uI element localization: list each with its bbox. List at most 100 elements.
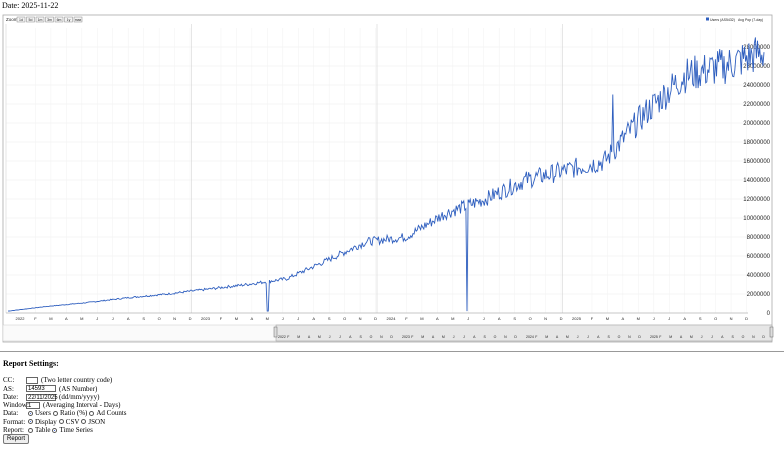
window-row: Window: 1 (Averaging Interval - Days) (3, 401, 127, 409)
as-hint: (AS Number) (59, 384, 98, 393)
zoom-button-label: 5d (29, 18, 33, 22)
format-csv-radio[interactable] (58, 419, 64, 425)
navigator-month-label: N (380, 335, 383, 339)
navigator-month-label: J (463, 335, 465, 339)
navigator-handle-left[interactable] (273, 326, 278, 338)
chart-frame (2, 14, 773, 343)
x-tick-month: M (451, 316, 454, 321)
x-tick-month: J (282, 316, 284, 321)
x-tick-month: A (251, 316, 254, 321)
legend-entry-users: Users (AS5432) (710, 18, 735, 22)
x-tick-month: M (420, 316, 423, 321)
navigator-year-label: 2024 (526, 335, 534, 339)
zoom-button-5d[interactable] (26, 16, 35, 23)
format-label: Format: (3, 417, 26, 426)
y-tick-label: 22000000 (743, 102, 770, 108)
y-tick-label: 26000000 (743, 64, 770, 70)
x-tick-month: D (374, 316, 377, 321)
navigator-month-label: N (752, 335, 755, 339)
format-display-label: Display (35, 417, 57, 426)
y-tick-label: 8000000 (747, 235, 771, 241)
settings-heading: Report Settings: (3, 359, 59, 368)
navigator-month-label: M (421, 335, 424, 339)
report-label: Report: (3, 426, 24, 435)
navigator-month-label: M (566, 335, 569, 339)
date-hint: (dd/mm/yyyy) (59, 392, 100, 401)
cc-label: CC: (3, 376, 15, 385)
navigator-month-label: J (577, 335, 579, 339)
window-input[interactable]: 1 (26, 401, 40, 409)
navigator-month-label: D (390, 335, 393, 339)
navigator-month-label: A (349, 335, 352, 339)
date-label: Date: (3, 392, 19, 401)
format-json-radio[interactable] (81, 419, 87, 425)
navigator-month-label: D (762, 335, 765, 339)
y-tick-label: 0 (767, 311, 771, 317)
y-tick-label: 16000000 (743, 159, 770, 165)
y-tick-label: 4000000 (747, 273, 771, 279)
navigator-month-label: A (597, 335, 600, 339)
navigator-year-label: 2025 (650, 335, 658, 339)
navigator-month-label: S (483, 335, 486, 339)
navigator-month-label: S (731, 335, 734, 339)
cc-input[interactable] (26, 376, 38, 384)
navigator-month-label: J (711, 335, 713, 339)
navigator-month-label: D (638, 335, 641, 339)
as-input[interactable]: 14593 (26, 385, 56, 393)
x-tick-month: F (220, 316, 223, 321)
x-tick-month: S (328, 316, 331, 321)
x-tick-month: S (699, 316, 702, 321)
x-tick-month: A (127, 316, 130, 321)
navigator-month-label: A (308, 335, 311, 339)
navigator-year-label: 2023 (402, 335, 410, 339)
y-tick-label: 18000000 (743, 140, 770, 146)
zoom-button-1m[interactable] (35, 16, 45, 23)
navigator-month-label: A (556, 335, 559, 339)
x-tick-month: D (189, 316, 192, 321)
x-tick-month: J (96, 316, 98, 321)
legend-swatch-users (706, 17, 709, 21)
y-tick-label: 10000000 (743, 216, 770, 222)
navigator-month-label: M (690, 335, 693, 339)
legend-entry-avg: Avg Pop (7-day) (738, 18, 763, 22)
navigator-month-label: J (453, 335, 455, 339)
zoom-button-label: 1d (19, 18, 23, 22)
zoom-button-3m[interactable] (45, 16, 54, 23)
navigator-month-label: M (297, 335, 300, 339)
report-table-radio[interactable] (28, 427, 33, 433)
navigator-month-label: J (329, 335, 331, 339)
navigator-year-label: 2022 (278, 335, 286, 339)
date-input[interactable]: 22/11/2025 (26, 393, 58, 401)
report-submit-button[interactable]: Report (3, 433, 30, 445)
x-tick-month: F (34, 316, 37, 321)
zoom-button-1d[interactable] (16, 16, 26, 23)
date-row: Date: 22/11/2025 (dd/mm/yyyy) (3, 393, 127, 401)
x-tick-month: A (312, 316, 315, 321)
data-ratio-radio[interactable] (52, 411, 58, 417)
navigator-month-label: S (607, 335, 610, 339)
x-tick-month: A (622, 316, 625, 321)
zoom-button-max[interactable] (73, 16, 83, 23)
data-adcounts-radio[interactable] (89, 411, 95, 417)
zoom-button-1y[interactable] (64, 16, 73, 23)
navigator-handle-right[interactable] (769, 326, 774, 338)
navigator-month-label: O (370, 335, 373, 339)
x-tick-month: O (343, 316, 346, 321)
x-tick-month: M (637, 316, 640, 321)
x-tick-month: D (560, 316, 563, 321)
data-users-radio[interactable] (28, 411, 33, 417)
navigator-month-label: F (659, 335, 661, 339)
format-display-radio[interactable] (28, 419, 33, 425)
navigator-month-label: A (432, 335, 435, 339)
x-tick-month: A (498, 316, 501, 321)
navigator-month-label: O (494, 335, 497, 339)
window-label: Window: (3, 401, 29, 410)
report-table-label: Table (35, 426, 51, 435)
zoom-button-6m[interactable] (54, 16, 64, 23)
x-tick-month: S (513, 316, 516, 321)
report-timeseries-radio[interactable] (52, 427, 58, 433)
navigator-month-label: N (504, 335, 507, 339)
x-tick-month: A (436, 316, 439, 321)
data-adcounts-label: Ad Counts (96, 409, 127, 418)
x-tick-month: N (544, 316, 547, 321)
